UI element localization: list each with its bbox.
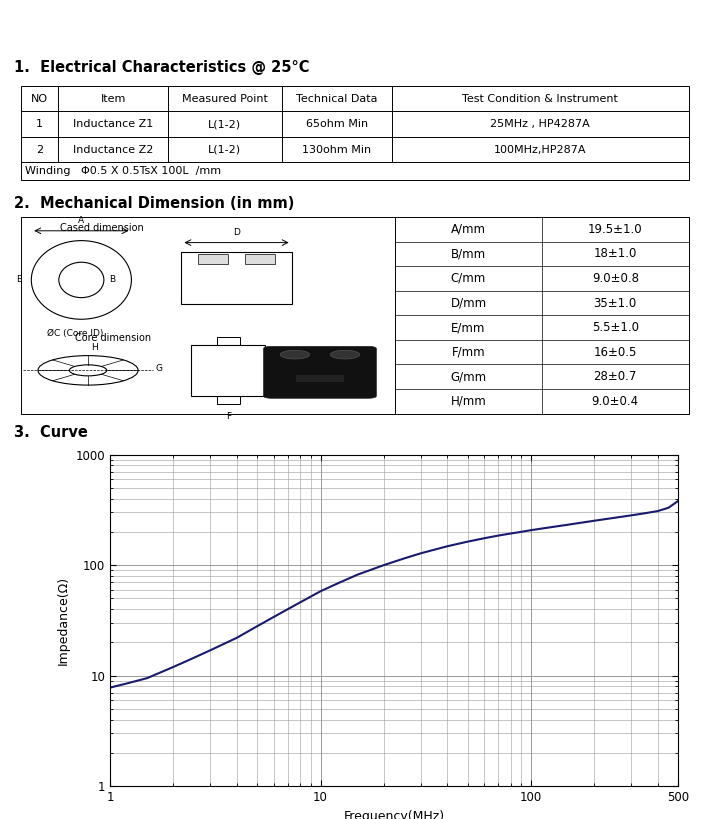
Text: 28±0.7: 28±0.7: [594, 370, 637, 383]
Text: E: E: [16, 275, 21, 284]
Text: L(1-2): L(1-2): [208, 119, 241, 129]
Text: A: A: [78, 216, 84, 225]
Text: D: D: [233, 228, 240, 237]
Circle shape: [330, 351, 360, 359]
Text: G/mm: G/mm: [450, 370, 486, 383]
Text: 9.0±0.4: 9.0±0.4: [591, 395, 639, 408]
Text: 35±1.0: 35±1.0: [594, 296, 637, 310]
Bar: [198, 254, 228, 265]
Text: H/mm: H/mm: [451, 395, 486, 408]
Text: D/mm: D/mm: [450, 296, 486, 310]
Text: NO: NO: [31, 93, 48, 104]
Text: 2.  Mechanical Dimension (in mm): 2. Mechanical Dimension (in mm): [14, 196, 295, 210]
Text: 3.  Curve: 3. Curve: [14, 425, 88, 440]
Text: ØC (Core ID): ØC (Core ID): [46, 329, 103, 338]
Text: Test Condition & Instrument: Test Condition & Instrument: [462, 93, 618, 104]
X-axis label: Frequency(MHz): Frequency(MHz): [344, 810, 444, 819]
Text: G: G: [155, 364, 163, 373]
Bar: [217, 337, 240, 345]
FancyBboxPatch shape: [263, 346, 376, 398]
Y-axis label: Impedance(Ω): Impedance(Ω): [57, 576, 70, 665]
Text: 9.0±0.8: 9.0±0.8: [592, 272, 639, 285]
Text: Inductance Z1: Inductance Z1: [73, 119, 153, 129]
Text: E/mm: E/mm: [452, 321, 486, 334]
Text: C/mm: C/mm: [451, 272, 486, 285]
Text: Winding   Φ0.5 X 0.5TsX 100L  /mm: Winding Φ0.5 X 0.5TsX 100L /mm: [25, 166, 221, 176]
Bar: [192, 345, 265, 396]
Text: Cased dimension: Cased dimension: [60, 223, 143, 233]
Text: 1.  Electrical Characteristics @ 25°C: 1. Electrical Characteristics @ 25°C: [14, 60, 310, 75]
Text: 25MHz , HP4287A: 25MHz , HP4287A: [491, 119, 590, 129]
Bar: [217, 396, 240, 404]
Bar: [245, 254, 275, 265]
Text: 65ohm Min: 65ohm Min: [305, 119, 368, 129]
Text: F: F: [226, 412, 231, 421]
Text: 2: 2: [36, 145, 43, 155]
Text: B: B: [109, 275, 115, 284]
Text: 18±1.0: 18±1.0: [594, 247, 637, 260]
Bar: [182, 252, 292, 304]
Text: Measured Point: Measured Point: [182, 93, 268, 104]
Text: F/mm: F/mm: [452, 346, 485, 359]
Bar: [296, 374, 344, 382]
Circle shape: [280, 351, 310, 359]
Text: 1: 1: [36, 119, 43, 129]
Text: Inductance Z2: Inductance Z2: [73, 145, 153, 155]
Text: 5.5±1.0: 5.5±1.0: [592, 321, 639, 334]
Text: 130ohm Min: 130ohm Min: [302, 145, 371, 155]
Text: 100MHz,HP287A: 100MHz,HP287A: [494, 145, 586, 155]
Text: 19.5±1.0: 19.5±1.0: [588, 223, 643, 236]
Text: Item: Item: [100, 93, 126, 104]
Text: Core dimension: Core dimension: [75, 333, 151, 343]
Text: H: H: [92, 342, 98, 351]
Text: L(1-2): L(1-2): [208, 145, 241, 155]
Text: A/mm: A/mm: [451, 223, 486, 236]
Text: B/mm: B/mm: [451, 247, 486, 260]
Text: Technical Data: Technical Data: [296, 93, 378, 104]
Text: 16±0.5: 16±0.5: [594, 346, 637, 359]
